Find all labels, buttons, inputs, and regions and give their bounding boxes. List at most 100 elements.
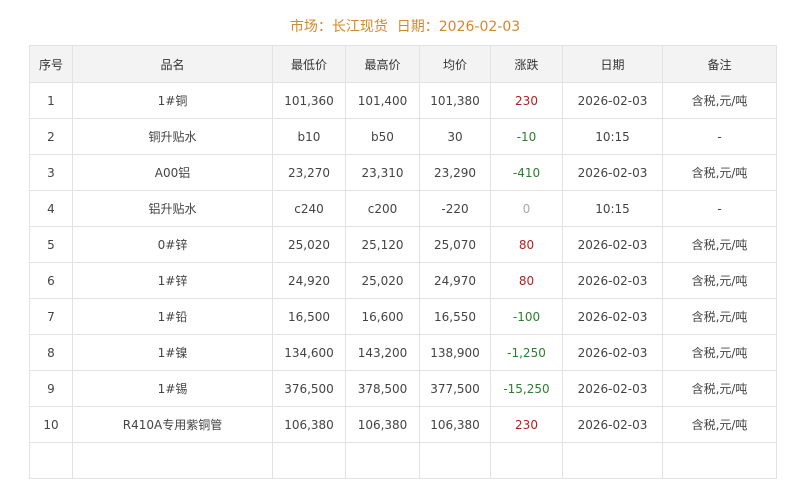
cell-no: 3 (29, 154, 73, 191)
cell-high: c200 (345, 190, 420, 227)
cell-note: 含税,元/吨 (662, 82, 777, 119)
cell-low: 25,020 (272, 226, 346, 263)
cell-name: 1#镍 (72, 334, 273, 371)
table-row: 6 1#锌 24,920 25,020 24,970 80 2026-02-03 含税,元/吨 (29, 262, 777, 299)
cell-no: 9 (29, 370, 73, 407)
cell-date: 2026-02-03 (562, 406, 663, 443)
cell-change: 230 (490, 406, 563, 443)
cell-name: 铜升贴水 (72, 118, 273, 155)
cell-date: 10:15 (562, 118, 663, 155)
table-row: 10 R410A专用紫铜管 106,380 106,380 106,380 230 2026… (29, 406, 777, 443)
cell-change: 80 (490, 226, 563, 263)
table-row: 2 铜升贴水 b10 b50 30 -10 10:15- (29, 118, 777, 155)
cell-change: -100 (490, 298, 563, 335)
cell-avg: 24,970 (419, 262, 491, 299)
cell-change: -410 (490, 154, 563, 191)
cell-date: 2026-02-03 (562, 154, 663, 191)
cell-no: 4 (29, 190, 73, 227)
market-label: 市场： (289, 19, 332, 35)
cell-note: - (662, 118, 777, 155)
cell-low: 24,920 (272, 262, 346, 299)
cell-change: -10 (490, 118, 563, 155)
cell-high: 101,400 (345, 82, 420, 119)
cell-name: 1#锡 (72, 370, 273, 407)
cell-low: 376,500 (272, 370, 346, 407)
cell-note: 含税,元/吨 (662, 154, 777, 191)
table-row: 9 1#锡 376,500 378,500 377,500 -15,250 2026-02-… (29, 370, 777, 407)
cell-empty (345, 442, 420, 479)
cell-name: 1#铜 (72, 82, 273, 119)
cell-note: 含税,元/吨 (662, 406, 777, 443)
cell-high: b50 (345, 118, 420, 155)
cell-date: 10:15 (562, 190, 663, 227)
cell-high: 143,200 (345, 334, 420, 371)
table-row: 8 1#镍 134,600 143,200 138,900 -1,250 2026-02-0… (29, 334, 777, 371)
cell-date: 2026-02-03 (562, 370, 663, 407)
cell-low: 16,500 (272, 298, 346, 335)
market-name: 长江现货 (331, 19, 388, 35)
cell-high: 25,020 (345, 262, 420, 299)
cell-no: 5 (29, 226, 73, 263)
cell-high: 106,380 (345, 406, 420, 443)
cell-note: 含税,元/吨 (662, 226, 777, 263)
table-header: 序号 品名 最低价 最高价 均价 涨跌 日期 备注 (29, 45, 777, 83)
column-header: 品名 (72, 45, 273, 83)
cell-date: 2026-02-03 (562, 226, 663, 263)
table-row: 7 1#铅 16,500 16,600 16,550 -100 2026-02-03 含税,元… (29, 298, 777, 335)
cell-low: c240 (272, 190, 346, 227)
price-table: 序号 品名 最低价 最高价 均价 涨跌 日期 备注 1 1#铜 101,360 101,400 101… (29, 45, 777, 479)
cell-avg: 377,500 (419, 370, 491, 407)
cell-avg: 106,380 (419, 406, 491, 443)
cell-date: 2026-02-03 (562, 298, 663, 335)
page-title: 市场：长江现货 日期：2026-02-03 (0, 16, 810, 36)
cell-no: 8 (29, 334, 73, 371)
cell-empty (490, 442, 563, 479)
cell-low: 101,360 (272, 82, 346, 119)
cell-low: 134,600 (272, 334, 346, 371)
cell-date: 2026-02-03 (562, 262, 663, 299)
table-row: 4 铝升贴水 c240 c200 -220 0 10:15- (29, 190, 777, 227)
date-label: 日期： (396, 19, 439, 35)
cell-note: - (662, 190, 777, 227)
cell-name: A00铝 (72, 154, 273, 191)
cell-name: 0#锌 (72, 226, 273, 263)
cell-avg: 101,380 (419, 82, 491, 119)
table-row-partial (29, 442, 777, 479)
cell-no: 6 (29, 262, 73, 299)
cell-no: 10 (29, 406, 73, 443)
column-header: 序号 (29, 45, 73, 83)
cell-name: 1#铅 (72, 298, 273, 335)
cell-avg: 23,290 (419, 154, 491, 191)
column-header: 备注 (662, 45, 777, 83)
cell-high: 378,500 (345, 370, 420, 407)
column-header: 日期 (562, 45, 663, 83)
column-header: 涨跌 (490, 45, 563, 83)
cell-no: 7 (29, 298, 73, 335)
cell-empty (419, 442, 491, 479)
cell-name: 1#锌 (72, 262, 273, 299)
cell-name: 铝升贴水 (72, 190, 273, 227)
cell-empty (662, 442, 777, 479)
cell-avg: 30 (419, 118, 491, 155)
cell-avg: 138,900 (419, 334, 491, 371)
table-row: 3 A00铝 23,270 23,310 23,290 -410 2026-02-03 含税,… (29, 154, 777, 191)
cell-empty (29, 442, 73, 479)
cell-high: 25,120 (345, 226, 420, 263)
cell-note: 含税,元/吨 (662, 298, 777, 335)
cell-change: -1,250 (490, 334, 563, 371)
table-row: 5 0#锌 25,020 25,120 25,070 80 2026-02-03 含税,元/吨 (29, 226, 777, 263)
cell-no: 1 (29, 82, 73, 119)
cell-low: 106,380 (272, 406, 346, 443)
column-header: 最低价 (272, 45, 346, 83)
cell-empty (72, 442, 273, 479)
cell-change: 230 (490, 82, 563, 119)
cell-avg: -220 (419, 190, 491, 227)
cell-note: 含税,元/吨 (662, 334, 777, 371)
cell-change: 0 (490, 190, 563, 227)
cell-high: 16,600 (345, 298, 420, 335)
cell-change: -15,250 (490, 370, 563, 407)
column-header: 最高价 (345, 45, 420, 83)
cell-low: 23,270 (272, 154, 346, 191)
date-value: 2026-02-03 (438, 19, 521, 35)
cell-note: 含税,元/吨 (662, 262, 777, 299)
